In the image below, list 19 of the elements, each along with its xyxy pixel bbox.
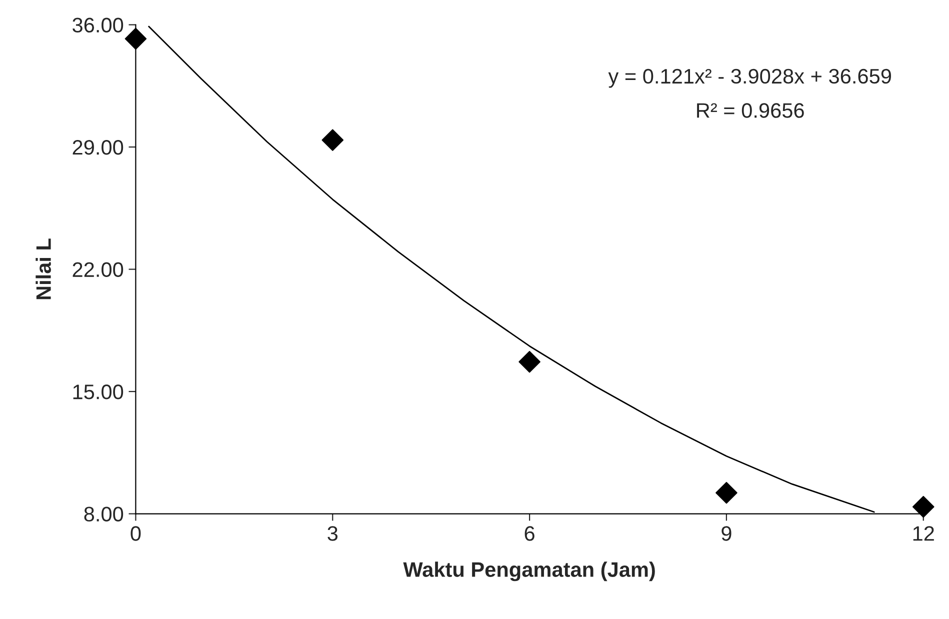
point (322, 129, 344, 151)
point (124, 28, 147, 50)
y-tick-label: 22.00 (72, 262, 124, 278)
x-tick-label: 12 (913, 526, 934, 541)
point (912, 496, 934, 518)
x-tick-label: 6 (524, 526, 534, 541)
y-tick-label: 15.00 (73, 384, 124, 400)
y-tick-label: 8.00 (84, 506, 124, 522)
y-axis-title: Nilai L (36, 238, 51, 300)
y-tick-label: 29.00 (72, 140, 124, 155)
annotation: y = 0.121x² - 3.9028x + 36.659 (608, 68, 891, 88)
annotation: R² = 0.9656 (697, 103, 804, 118)
point (518, 350, 540, 373)
x-axis-title: Waktu Pengamatan (Jam) (403, 562, 655, 582)
x-tick-label: 3 (328, 526, 338, 541)
y-tick-label: 36.00 (72, 18, 124, 33)
x-tick-label: 9 (722, 526, 732, 541)
x-tick-label: 0 (130, 526, 141, 541)
point (716, 482, 738, 504)
